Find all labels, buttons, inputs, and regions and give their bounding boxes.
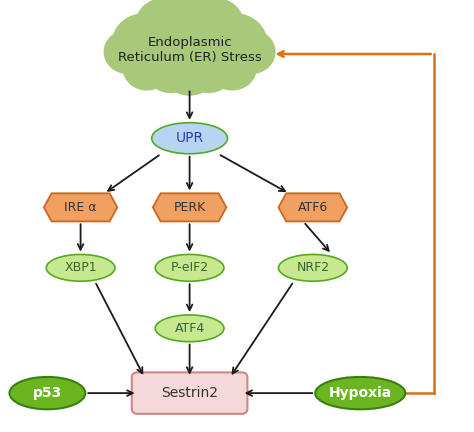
Circle shape: [184, 48, 233, 92]
FancyBboxPatch shape: [132, 372, 247, 414]
Ellipse shape: [152, 123, 228, 154]
Text: Hypoxia: Hypoxia: [328, 386, 392, 400]
Circle shape: [164, 48, 216, 95]
Circle shape: [188, 0, 243, 49]
Text: NRF2: NRF2: [296, 261, 329, 274]
Circle shape: [228, 30, 275, 73]
Circle shape: [123, 47, 171, 90]
Text: Endoplasmic
Reticulum (ER) Stress: Endoplasmic Reticulum (ER) Stress: [118, 36, 262, 64]
Text: ATF6: ATF6: [298, 201, 328, 214]
Ellipse shape: [155, 315, 224, 342]
Ellipse shape: [279, 254, 347, 281]
Ellipse shape: [9, 377, 85, 410]
Ellipse shape: [155, 254, 224, 281]
Polygon shape: [279, 194, 347, 221]
Text: IRE α: IRE α: [64, 201, 97, 214]
Polygon shape: [153, 194, 227, 221]
Text: UPR: UPR: [175, 131, 204, 145]
Text: XBP1: XBP1: [64, 261, 97, 274]
Circle shape: [209, 47, 256, 90]
Ellipse shape: [315, 377, 405, 410]
Ellipse shape: [46, 254, 115, 281]
Text: ATF4: ATF4: [174, 322, 205, 335]
Polygon shape: [44, 194, 117, 221]
Circle shape: [147, 11, 232, 89]
Circle shape: [164, 0, 216, 43]
Circle shape: [136, 0, 191, 49]
Text: P-eIF2: P-eIF2: [171, 261, 209, 274]
Text: p53: p53: [33, 386, 62, 400]
Circle shape: [112, 14, 177, 73]
Text: Sestrin2: Sestrin2: [161, 386, 218, 400]
Text: PERK: PERK: [173, 201, 206, 214]
Circle shape: [202, 14, 267, 73]
Circle shape: [104, 30, 152, 73]
Circle shape: [146, 48, 195, 92]
